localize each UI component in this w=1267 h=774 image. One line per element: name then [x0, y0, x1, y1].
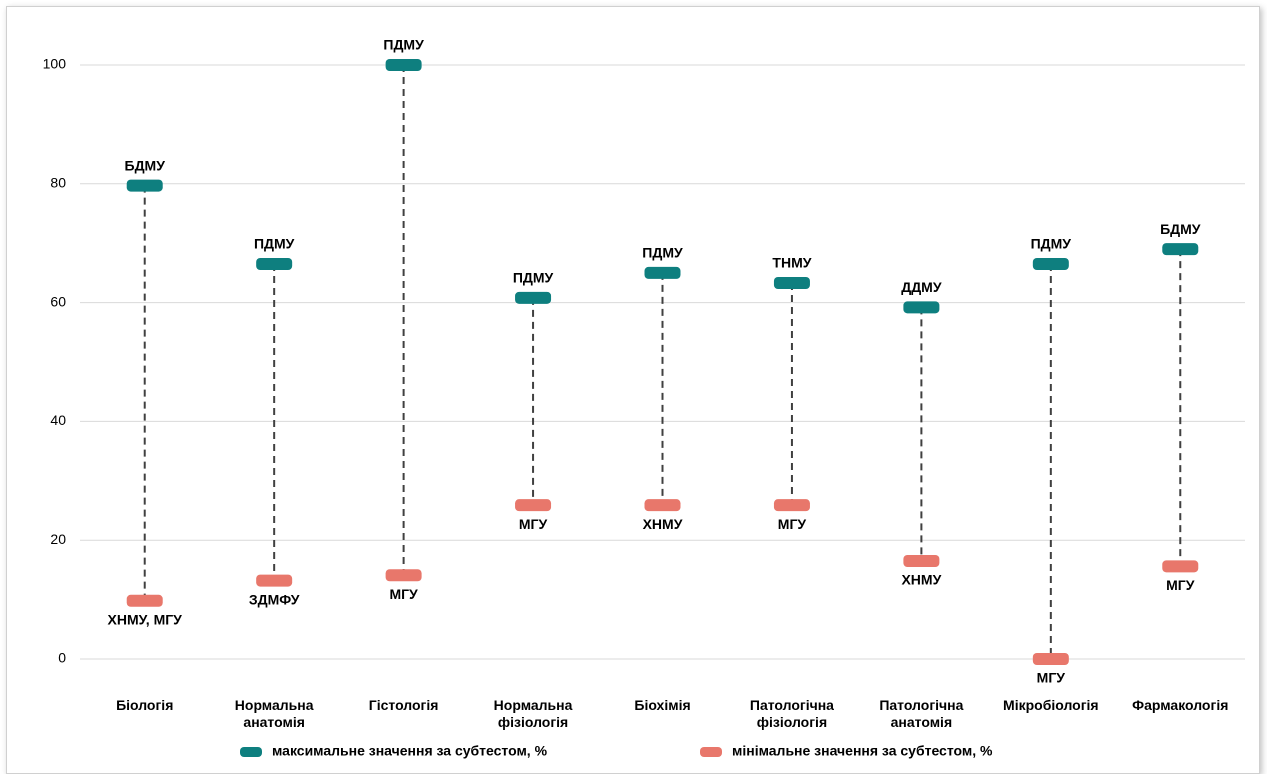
- marker: [644, 266, 681, 279]
- point-label: ПДМУ: [254, 236, 295, 252]
- marker: [1032, 257, 1069, 270]
- point-label: МГУ: [778, 516, 807, 532]
- marker: [773, 276, 810, 289]
- marker: [1162, 243, 1199, 256]
- point-label: ХНМУ: [643, 516, 683, 532]
- point-label: МГУ: [1037, 670, 1066, 686]
- point-label: ДДМУ: [901, 279, 942, 295]
- y-tick-label: 100: [43, 56, 67, 72]
- x-tick-label: Фармакологія: [1132, 697, 1229, 713]
- y-tick-label: 40: [50, 412, 66, 428]
- point-label: МГУ: [1166, 577, 1195, 593]
- point-label: ПДМУ: [642, 245, 683, 261]
- x-tick-label: Мікробіологія: [1003, 697, 1099, 713]
- point-label: ХНМУ, МГУ: [108, 611, 183, 627]
- marker: [1032, 653, 1069, 665]
- marker: [773, 499, 810, 512]
- point-label: ХНМУ: [901, 572, 941, 588]
- x-tick-label: Гістологія: [368, 697, 439, 713]
- y-tick-label: 20: [50, 531, 66, 547]
- y-tick-label: 0: [58, 650, 66, 666]
- x-tick-label: Нормальна фізіологія: [493, 697, 573, 730]
- y-tick-label: 60: [50, 293, 66, 309]
- marker: [515, 291, 552, 304]
- marker: [903, 554, 940, 567]
- point-label: ТНМУ: [772, 255, 811, 271]
- legend-swatch: [240, 747, 262, 757]
- x-tick-label: Патологічна анатомія: [879, 697, 964, 730]
- legend-label: мінімальне значення за субтестом, %: [732, 743, 993, 759]
- point-label: ПДМУ: [383, 37, 424, 53]
- point-label: МГУ: [389, 586, 418, 602]
- point-label: ЗДМФУ: [249, 591, 300, 607]
- marker: [385, 59, 422, 71]
- marker: [256, 574, 293, 587]
- point-label: БДМУ: [125, 157, 166, 173]
- legend-label: максимальне значення за субтестом, %: [272, 743, 548, 759]
- marker: [385, 569, 422, 582]
- legend-swatch: [700, 747, 722, 757]
- y-tick-label: 80: [50, 175, 66, 191]
- marker: [126, 179, 163, 192]
- marker: [515, 499, 552, 512]
- point-label: БДМУ: [1160, 221, 1201, 237]
- x-tick-label: Біологія: [116, 697, 174, 713]
- marker: [1162, 560, 1199, 573]
- point-label: ПДМУ: [1031, 236, 1072, 252]
- marker: [903, 301, 940, 314]
- marker: [126, 594, 163, 607]
- point-label: МГУ: [519, 516, 548, 532]
- marker: [644, 499, 681, 512]
- point-label: ПДМУ: [513, 270, 554, 286]
- x-tick-label: Нормальна анатомія: [234, 697, 314, 730]
- marker: [256, 257, 293, 270]
- x-tick-label: Патологічна фізіологія: [749, 697, 834, 730]
- x-tick-label: Біохімія: [634, 697, 691, 713]
